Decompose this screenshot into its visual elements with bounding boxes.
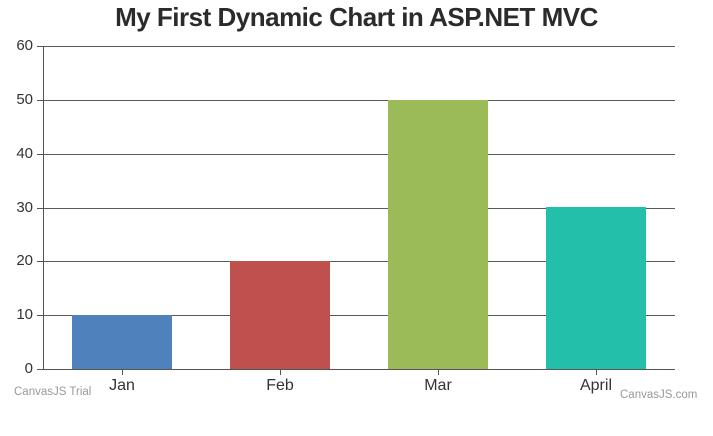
y-axis-tick-label: 50 xyxy=(16,91,33,108)
gridline xyxy=(43,100,675,101)
y-axis-tick xyxy=(37,369,43,370)
bar-feb[interactable] xyxy=(230,261,330,369)
x-axis-tick xyxy=(280,369,281,375)
y-axis-tick xyxy=(37,261,43,262)
chart-title: My First Dynamic Chart in ASP.NET MVC xyxy=(115,2,598,32)
y-axis-tick-label: 0 xyxy=(24,360,33,377)
y-axis-tick xyxy=(37,46,43,47)
y-axis-tick-label: 30 xyxy=(16,199,33,216)
gridline xyxy=(43,208,675,209)
trial-watermark: CanvasJS Trial xyxy=(14,386,92,398)
x-axis-label-april: April xyxy=(579,377,612,394)
x-axis-tick xyxy=(122,369,123,375)
x-axis-line xyxy=(43,369,675,370)
bar-jan[interactable] xyxy=(72,315,172,369)
x-axis-tick xyxy=(596,369,597,375)
y-axis-tick xyxy=(37,208,43,209)
x-axis-tick xyxy=(438,369,439,375)
gridline xyxy=(43,315,675,316)
gridline xyxy=(43,46,675,47)
y-axis-line xyxy=(43,46,44,369)
gridline xyxy=(43,154,675,155)
y-axis-tick xyxy=(37,154,43,155)
bar-april[interactable] xyxy=(546,207,646,369)
canvasjs-credit-link[interactable]: CanvasJS.com xyxy=(620,389,698,401)
y-axis-tick xyxy=(37,315,43,316)
gridline xyxy=(43,261,675,262)
x-axis-label-feb: Feb xyxy=(266,377,294,394)
y-axis-tick-label: 60 xyxy=(16,37,33,54)
y-axis-tick-label: 40 xyxy=(16,145,33,162)
y-axis-tick-label: 10 xyxy=(16,306,33,323)
y-axis-tick xyxy=(37,100,43,101)
y-axis-tick-label: 20 xyxy=(16,252,33,269)
x-axis-label-mar: Mar xyxy=(424,377,452,394)
bar-mar[interactable] xyxy=(388,100,488,369)
x-axis-label-jan: Jan xyxy=(109,377,135,394)
